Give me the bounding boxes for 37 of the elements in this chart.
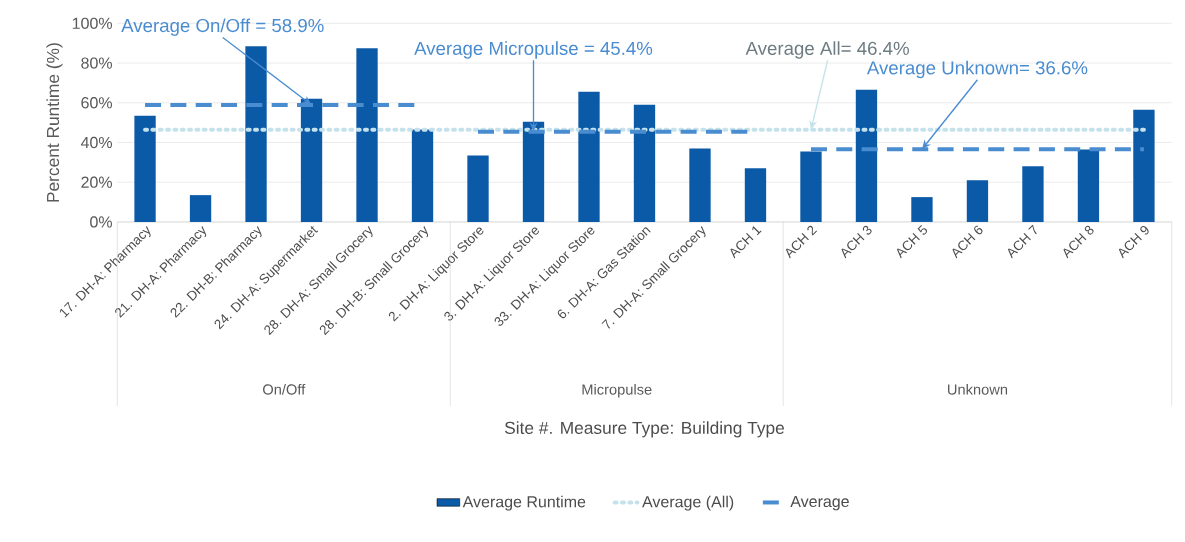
text: On/Off bbox=[263, 384, 306, 395]
bar bbox=[134, 115, 156, 223]
bar bbox=[744, 168, 767, 223]
y-tick-label: 100% bbox=[72, 17, 113, 30]
bar bbox=[800, 151, 822, 223]
text: Micropulse bbox=[582, 384, 652, 398]
bar bbox=[411, 129, 434, 223]
legend-label: Average (All) bbox=[642, 495, 734, 511]
bar bbox=[245, 46, 267, 223]
bar bbox=[689, 148, 711, 223]
bar bbox=[356, 48, 378, 223]
annotation: Average Micropulse = 45.4% bbox=[414, 41, 653, 59]
bar bbox=[1133, 109, 1155, 223]
y-tick-label: 80% bbox=[81, 57, 113, 69]
legend-label: Average Runtime bbox=[462, 495, 586, 511]
bar bbox=[522, 121, 545, 223]
annotation: Average Unknown= 36.6% bbox=[866, 60, 1088, 79]
text: Unknown bbox=[948, 384, 1008, 395]
y-tick-label: 20% bbox=[81, 176, 113, 188]
y-axis-title: Percent Runtime (%) bbox=[46, 43, 63, 202]
bar bbox=[633, 104, 656, 223]
bar bbox=[189, 195, 212, 223]
bar bbox=[966, 180, 989, 223]
x-axis-title: Site #. Measure Type: Building Type bbox=[504, 421, 784, 438]
annotation: Average On/Off = 58.9% bbox=[121, 18, 324, 36]
y-tick-label: 60% bbox=[81, 97, 113, 109]
bar bbox=[911, 197, 933, 223]
bar bbox=[1077, 149, 1100, 223]
bar bbox=[1022, 166, 1044, 223]
bar bbox=[300, 98, 323, 223]
y-tick-label: 0% bbox=[90, 216, 113, 228]
bar bbox=[578, 91, 600, 223]
bar bbox=[855, 89, 878, 223]
y-tick-label: 40% bbox=[80, 136, 113, 149]
legend-label: Average bbox=[790, 496, 849, 511]
bar bbox=[467, 155, 489, 223]
annotation: Average All= 46.4% bbox=[745, 41, 909, 59]
